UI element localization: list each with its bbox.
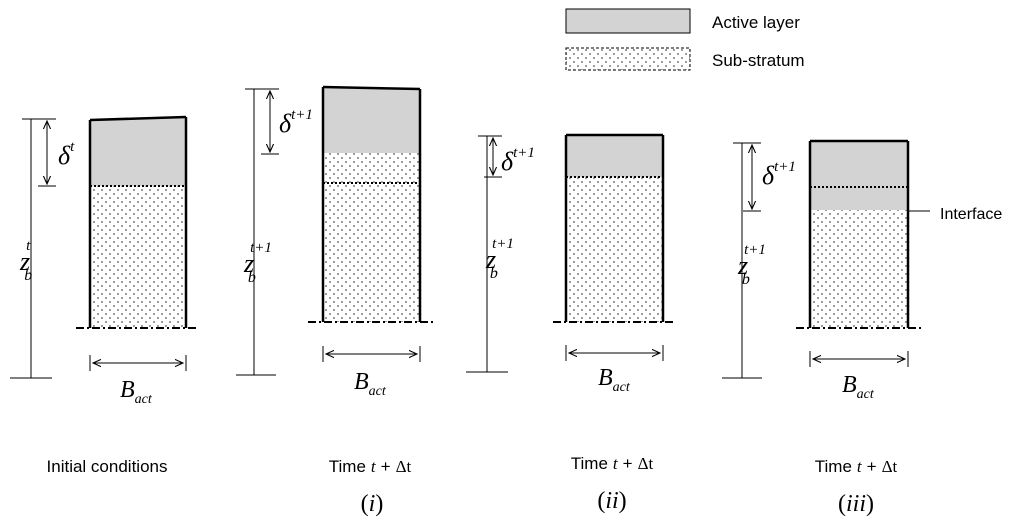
b-label: Bact bbox=[120, 377, 153, 407]
legend-substratum-label: Sub-stratum bbox=[712, 51, 805, 70]
substratum-fill bbox=[566, 177, 663, 322]
substratum-fill bbox=[323, 153, 420, 322]
legend-substratum-swatch bbox=[565, 47, 691, 71]
panel-caption: Time t + Δt bbox=[571, 454, 654, 473]
delta-label: δt+1 bbox=[279, 107, 313, 138]
active-layer-fill bbox=[323, 87, 420, 153]
legend-active-swatch bbox=[565, 8, 691, 34]
z-label: zt+1 b bbox=[243, 240, 272, 286]
panel-sublabel: (i) bbox=[361, 491, 384, 517]
interface-label: Interface bbox=[940, 206, 1002, 223]
legend-active-label: Active layer bbox=[712, 13, 800, 32]
substratum-fill bbox=[810, 210, 908, 328]
panel-sublabel: (ii) bbox=[597, 488, 626, 514]
panel-initial: δt zt b Bact Initial conditions bbox=[10, 115, 198, 476]
delta-label: δt bbox=[58, 139, 75, 170]
active-layer-fill bbox=[90, 117, 186, 186]
z-label: zt b bbox=[19, 238, 32, 284]
active-layer-fill bbox=[566, 135, 663, 177]
panel-sublabel: (iii) bbox=[838, 491, 874, 517]
b-label: Bact bbox=[598, 365, 631, 395]
panel-iii: Interface δt+1 zt+1 b Bact Time t + Δt (iii) bbox=[722, 139, 1002, 517]
b-label: Bact bbox=[842, 372, 875, 402]
delta-label: δt+1 bbox=[762, 159, 796, 190]
container-top bbox=[322, 85, 421, 91]
delta-label: δt+1 bbox=[501, 145, 535, 176]
substratum-fill bbox=[90, 186, 186, 328]
panel-i: δt+1 zt+1 b Bact Time t + Δt (i) bbox=[236, 85, 434, 517]
active-layer-fill bbox=[810, 141, 908, 210]
z-label: zt+1 b bbox=[737, 242, 766, 288]
legend: Active layer Sub-stratum bbox=[565, 8, 805, 71]
panel-caption: Time t + Δt bbox=[329, 457, 412, 476]
panel-ii: δt+1 zt+1 b Bact Time t + Δt (ii) bbox=[466, 133, 676, 514]
container-top bbox=[89, 115, 187, 122]
b-label: Bact bbox=[354, 369, 387, 399]
panel-caption: Initial conditions bbox=[47, 457, 168, 476]
z-label: zt+1 b bbox=[485, 236, 514, 282]
panel-caption: Time t + Δt bbox=[815, 457, 898, 476]
